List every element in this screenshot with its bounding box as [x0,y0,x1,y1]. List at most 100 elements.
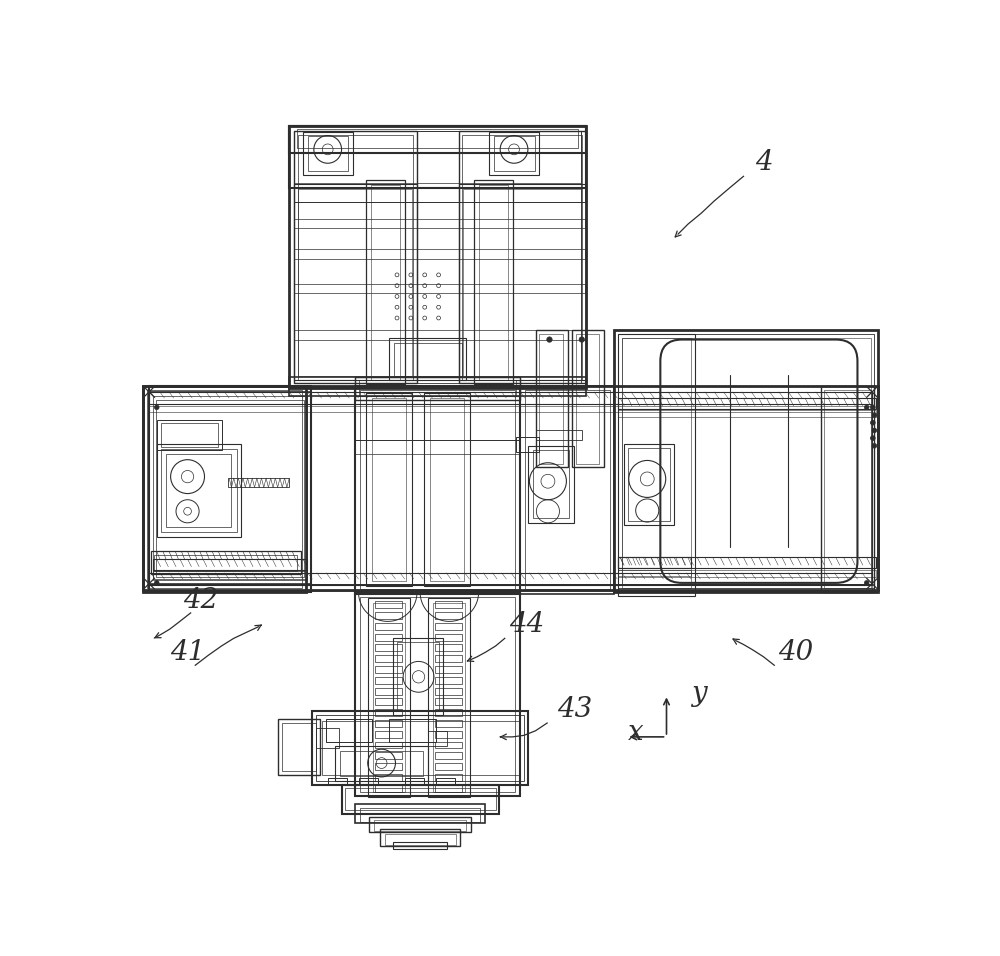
Bar [322,721,519,775]
Bar [375,773,402,781]
Text: 41: 41 [170,639,205,666]
Bar [149,392,872,584]
Bar [294,250,585,259]
Bar [369,817,471,833]
Bar [622,338,871,584]
Bar [385,834,456,845]
Bar [375,699,402,706]
Bar [389,338,466,380]
Bar [153,559,307,570]
Text: 44: 44 [509,611,544,639]
Bar [153,572,307,579]
Bar [294,131,417,383]
Bar [289,126,586,188]
Bar [479,185,508,380]
Bar [435,730,462,738]
Bar [326,719,372,742]
Bar [289,377,586,396]
Bar [375,601,402,608]
Bar [394,342,462,376]
Bar [533,450,569,518]
Bar [393,639,443,715]
Bar [143,386,878,590]
Bar [149,584,872,591]
Bar [435,601,462,608]
Bar [435,720,462,727]
Bar [375,666,402,673]
Bar [435,709,462,716]
Bar [368,598,410,797]
Bar [360,597,515,792]
Bar [340,750,423,776]
Bar [375,785,402,792]
Bar [572,331,604,467]
Bar [618,410,876,417]
Circle shape [872,413,877,418]
Bar [360,808,480,821]
Bar [435,644,462,651]
Bar [375,752,402,759]
Bar [435,773,462,781]
Bar [298,188,412,376]
Bar [143,386,306,592]
Bar [430,398,464,581]
Bar [228,478,289,488]
Bar [528,445,574,523]
Bar [435,752,462,759]
Bar [397,642,439,711]
Circle shape [871,405,875,409]
Bar [294,188,585,202]
Circle shape [871,436,875,441]
Bar [355,592,520,796]
Bar [622,338,691,588]
Bar [435,612,462,619]
Bar [298,135,413,380]
Bar [389,719,436,742]
Bar [463,188,581,376]
Bar [462,135,582,380]
Bar [618,335,874,588]
Bar [294,131,581,184]
Circle shape [872,428,877,433]
Bar [355,377,520,400]
Bar [308,137,348,171]
Bar [618,570,691,576]
Bar [459,131,586,383]
Circle shape [547,337,552,342]
Bar [428,598,470,797]
Bar [294,131,581,383]
Bar [303,133,353,175]
Bar [156,400,304,576]
Bar [539,335,563,464]
Bar [294,331,585,339]
Bar [294,219,585,228]
Bar [520,386,614,594]
Bar [355,377,520,396]
Text: x: x [628,719,644,746]
Bar [342,785,499,814]
Bar [372,398,406,581]
Bar [366,180,405,384]
Bar [424,394,470,586]
Bar [614,331,878,592]
Bar [375,687,402,694]
Bar [433,603,465,793]
Bar [149,405,872,412]
Bar [366,394,412,586]
Bar [294,184,417,380]
Bar [355,804,485,823]
Bar [149,386,311,592]
Bar [358,380,516,396]
Bar [312,711,528,785]
Bar [316,728,339,748]
Bar [294,284,585,293]
Bar [435,742,462,749]
Bar [360,390,515,589]
Bar [435,677,462,684]
Bar [161,449,237,532]
Bar [371,185,400,380]
Circle shape [154,580,159,585]
Bar [375,644,402,651]
Text: 40: 40 [778,639,813,666]
Bar [624,445,674,525]
